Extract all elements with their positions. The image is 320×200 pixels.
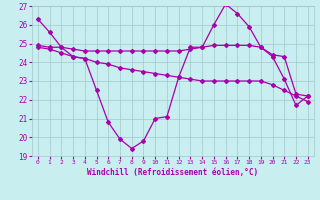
X-axis label: Windchill (Refroidissement éolien,°C): Windchill (Refroidissement éolien,°C): [87, 168, 258, 177]
